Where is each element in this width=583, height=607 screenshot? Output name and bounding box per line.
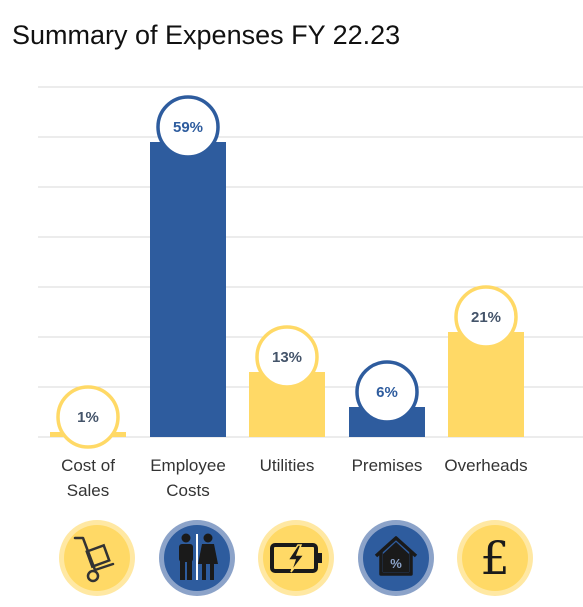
house-outline bbox=[374, 536, 418, 576]
data-label: 1% bbox=[77, 409, 99, 426]
person-head bbox=[203, 533, 213, 543]
category-label: Overheads bbox=[444, 456, 527, 475]
category-label: Utilities bbox=[260, 456, 315, 475]
person-dress bbox=[198, 544, 218, 564]
data-label-circle bbox=[255, 325, 319, 389]
percent-glyph: % bbox=[390, 556, 402, 571]
icon-disc bbox=[64, 525, 130, 591]
hand-truck-icon bbox=[59, 520, 135, 596]
lightning-bolt bbox=[286, 544, 306, 573]
data-label-bubble: 21% bbox=[454, 285, 518, 349]
person-leg bbox=[210, 564, 214, 580]
data-label-bubble: 59% bbox=[156, 95, 220, 159]
data-label-circle bbox=[355, 360, 419, 424]
data-label-circle bbox=[454, 285, 518, 349]
pound-glyph: £ bbox=[480, 531, 509, 585]
data-label: 13% bbox=[272, 349, 302, 366]
house-body bbox=[383, 542, 409, 572]
hand-truck-wheel bbox=[86, 569, 100, 583]
data-label-bubble: 1% bbox=[56, 385, 120, 449]
battery-charging-icon bbox=[258, 520, 334, 596]
person-leg bbox=[187, 560, 192, 580]
person-body bbox=[179, 544, 193, 562]
data-label: 59% bbox=[173, 119, 203, 136]
battery-body bbox=[270, 543, 318, 573]
person-head bbox=[181, 533, 191, 543]
data-label-bubble: 6% bbox=[355, 360, 419, 424]
chart-title: Summary of Expenses FY 22.23 bbox=[12, 20, 401, 50]
category-label: Costs bbox=[166, 481, 209, 500]
person-leg bbox=[202, 564, 206, 580]
pound-sign-icon: £ bbox=[457, 520, 533, 596]
house-percent-icon: % bbox=[358, 520, 434, 596]
battery-tip bbox=[317, 553, 322, 563]
data-label-bubble: 13% bbox=[255, 325, 319, 389]
bar bbox=[448, 332, 524, 437]
data-label: 6% bbox=[376, 384, 398, 401]
category-label: Cost of bbox=[61, 456, 115, 475]
people-icon bbox=[159, 520, 235, 596]
hand-truck-box bbox=[85, 543, 111, 569]
category-label: Sales bbox=[67, 481, 110, 500]
bar bbox=[150, 142, 226, 437]
category-label: Premises bbox=[352, 456, 423, 475]
data-label-circle bbox=[56, 385, 120, 449]
icon-disc bbox=[462, 525, 528, 591]
data-label: 21% bbox=[471, 309, 501, 326]
category-label: Employee bbox=[150, 456, 226, 475]
person-leg bbox=[180, 560, 185, 580]
data-label-circle bbox=[156, 95, 220, 159]
